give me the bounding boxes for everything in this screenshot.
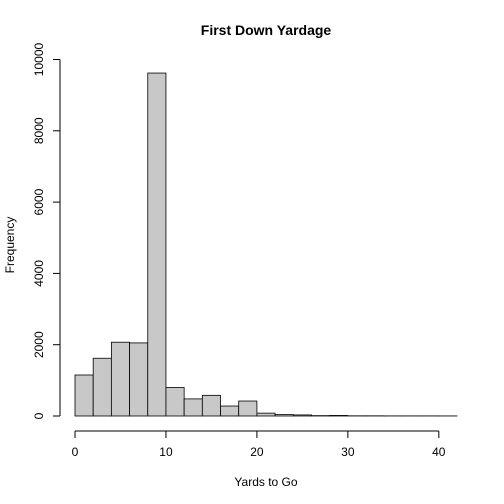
x-tick-label: 10 xyxy=(159,445,173,459)
chart-title: First Down Yardage xyxy=(201,22,332,38)
y-tick-label: 4000 xyxy=(32,260,46,287)
y-tick-label: 2000 xyxy=(32,331,46,358)
y-tick-label: 8000 xyxy=(32,117,46,144)
histogram-bar xyxy=(274,414,294,417)
histogram-bar xyxy=(201,394,221,417)
histogram-bar xyxy=(110,341,130,417)
histogram-bar xyxy=(165,387,185,417)
histogram-bar xyxy=(329,415,349,417)
y-axis: 0 2000 4000 6000 8000 10000 xyxy=(32,42,61,419)
histogram-bar xyxy=(147,72,167,417)
histogram-bar xyxy=(220,405,240,417)
x-tick-label: 0 xyxy=(72,445,79,459)
x-axis: 0 10 20 30 40 xyxy=(72,430,446,459)
histogram-bar xyxy=(292,414,312,417)
y-tick-label: 10000 xyxy=(32,42,46,76)
x-tick-label: 30 xyxy=(341,445,355,459)
histogram-bar xyxy=(74,374,94,417)
y-axis-label: Frequency xyxy=(3,217,17,274)
histogram-bar xyxy=(183,398,203,417)
histogram-bar xyxy=(129,342,149,417)
y-tick-label: 0 xyxy=(32,412,46,419)
x-axis-label: Yards to Go xyxy=(234,475,297,489)
y-tick-label: 6000 xyxy=(32,188,46,215)
histogram-bar xyxy=(256,412,276,417)
bars-group xyxy=(74,72,458,417)
x-tick-label: 20 xyxy=(250,445,264,459)
x-tick-label: 40 xyxy=(432,445,446,459)
histogram-bar xyxy=(92,357,112,417)
histogram-bar xyxy=(238,400,258,417)
